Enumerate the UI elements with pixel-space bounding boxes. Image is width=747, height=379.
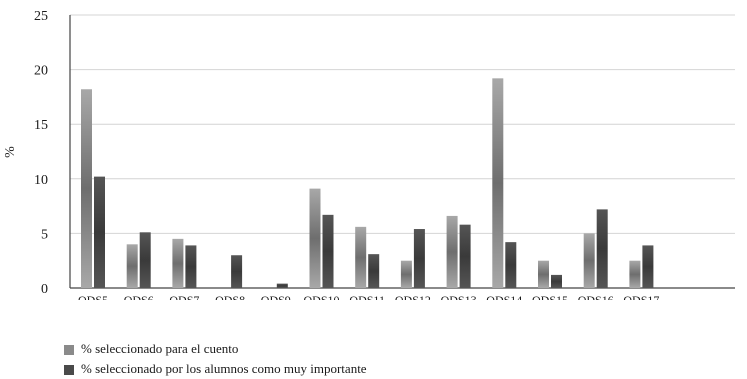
bar-cuento [126,244,138,288]
x-tick-label: ODS6 [124,293,154,300]
legend-item-alumnos: % seleccionado por los alumnos como muy … [64,359,367,379]
bar-alumnos [94,176,105,288]
y-tick-label: 10 [34,173,48,188]
legend-swatch-cuento [64,344,74,355]
y-tick-label: 0 [41,282,48,297]
bar-cuento [309,188,321,288]
x-tick-label: ODS5 [78,293,108,300]
bar-alumnos [368,254,380,288]
bar-cuento [446,215,458,288]
bar-alumnos [459,224,471,288]
x-tick-label: ODS7 [169,293,199,300]
bar-chart: 0 5 10 15 20 25 ODS5 ODS6 ODS7 ODS8 ODS9 ODS10 ODS11… [3,9,735,307]
bar-cuento [492,78,504,288]
y-tick-label: 20 [34,64,48,79]
bar-alumnos [551,274,562,288]
y-tick-label: 15 [34,118,48,133]
bar-cuento [629,260,641,288]
x-tick-label: ODS8 [215,293,245,300]
y-axis-label: % [3,146,18,158]
bar-alumnos [596,209,608,288]
bar-cuento [172,238,184,288]
bar-alumnos [413,229,425,288]
bar-alumnos [139,232,151,288]
x-tick-label: ODS12 [395,293,431,300]
bar-alumnos [231,255,243,288]
bar-cuento [355,226,367,288]
x-tick-label: ODS10 [303,293,339,300]
x-tick-label: ODS9 [261,293,291,300]
bar-cuento [81,89,92,288]
bar-cuento [583,233,595,288]
x-tick-label: ODS15 [532,293,568,300]
x-tick-label: ODS16 [578,293,614,300]
bar-cuento [538,260,549,288]
x-tick-label: ODS14 [486,293,522,300]
legend-swatch-alumnos [64,364,74,375]
bar-alumnos [642,245,654,288]
legend-item-cuento: % seleccionado para el cuento [64,339,367,359]
bar-alumnos [322,214,334,288]
bar-cuento [400,260,412,288]
legend-label-alumnos: % seleccionado por los alumnos como muy … [81,361,367,376]
bar-alumnos [276,283,288,288]
legend: % seleccionado para el cuento % seleccio… [64,339,367,379]
y-tick-label: 25 [34,9,48,24]
legend-label-cuento: % seleccionado para el cuento [81,341,239,356]
x-tick-label: ODS13 [441,293,477,300]
x-tick-label: ODS11 [349,293,385,300]
y-tick-label: 5 [41,227,48,242]
bar-alumnos [505,242,517,288]
x-tick-label: ODS17 [623,293,659,300]
bar-alumnos [185,245,197,288]
